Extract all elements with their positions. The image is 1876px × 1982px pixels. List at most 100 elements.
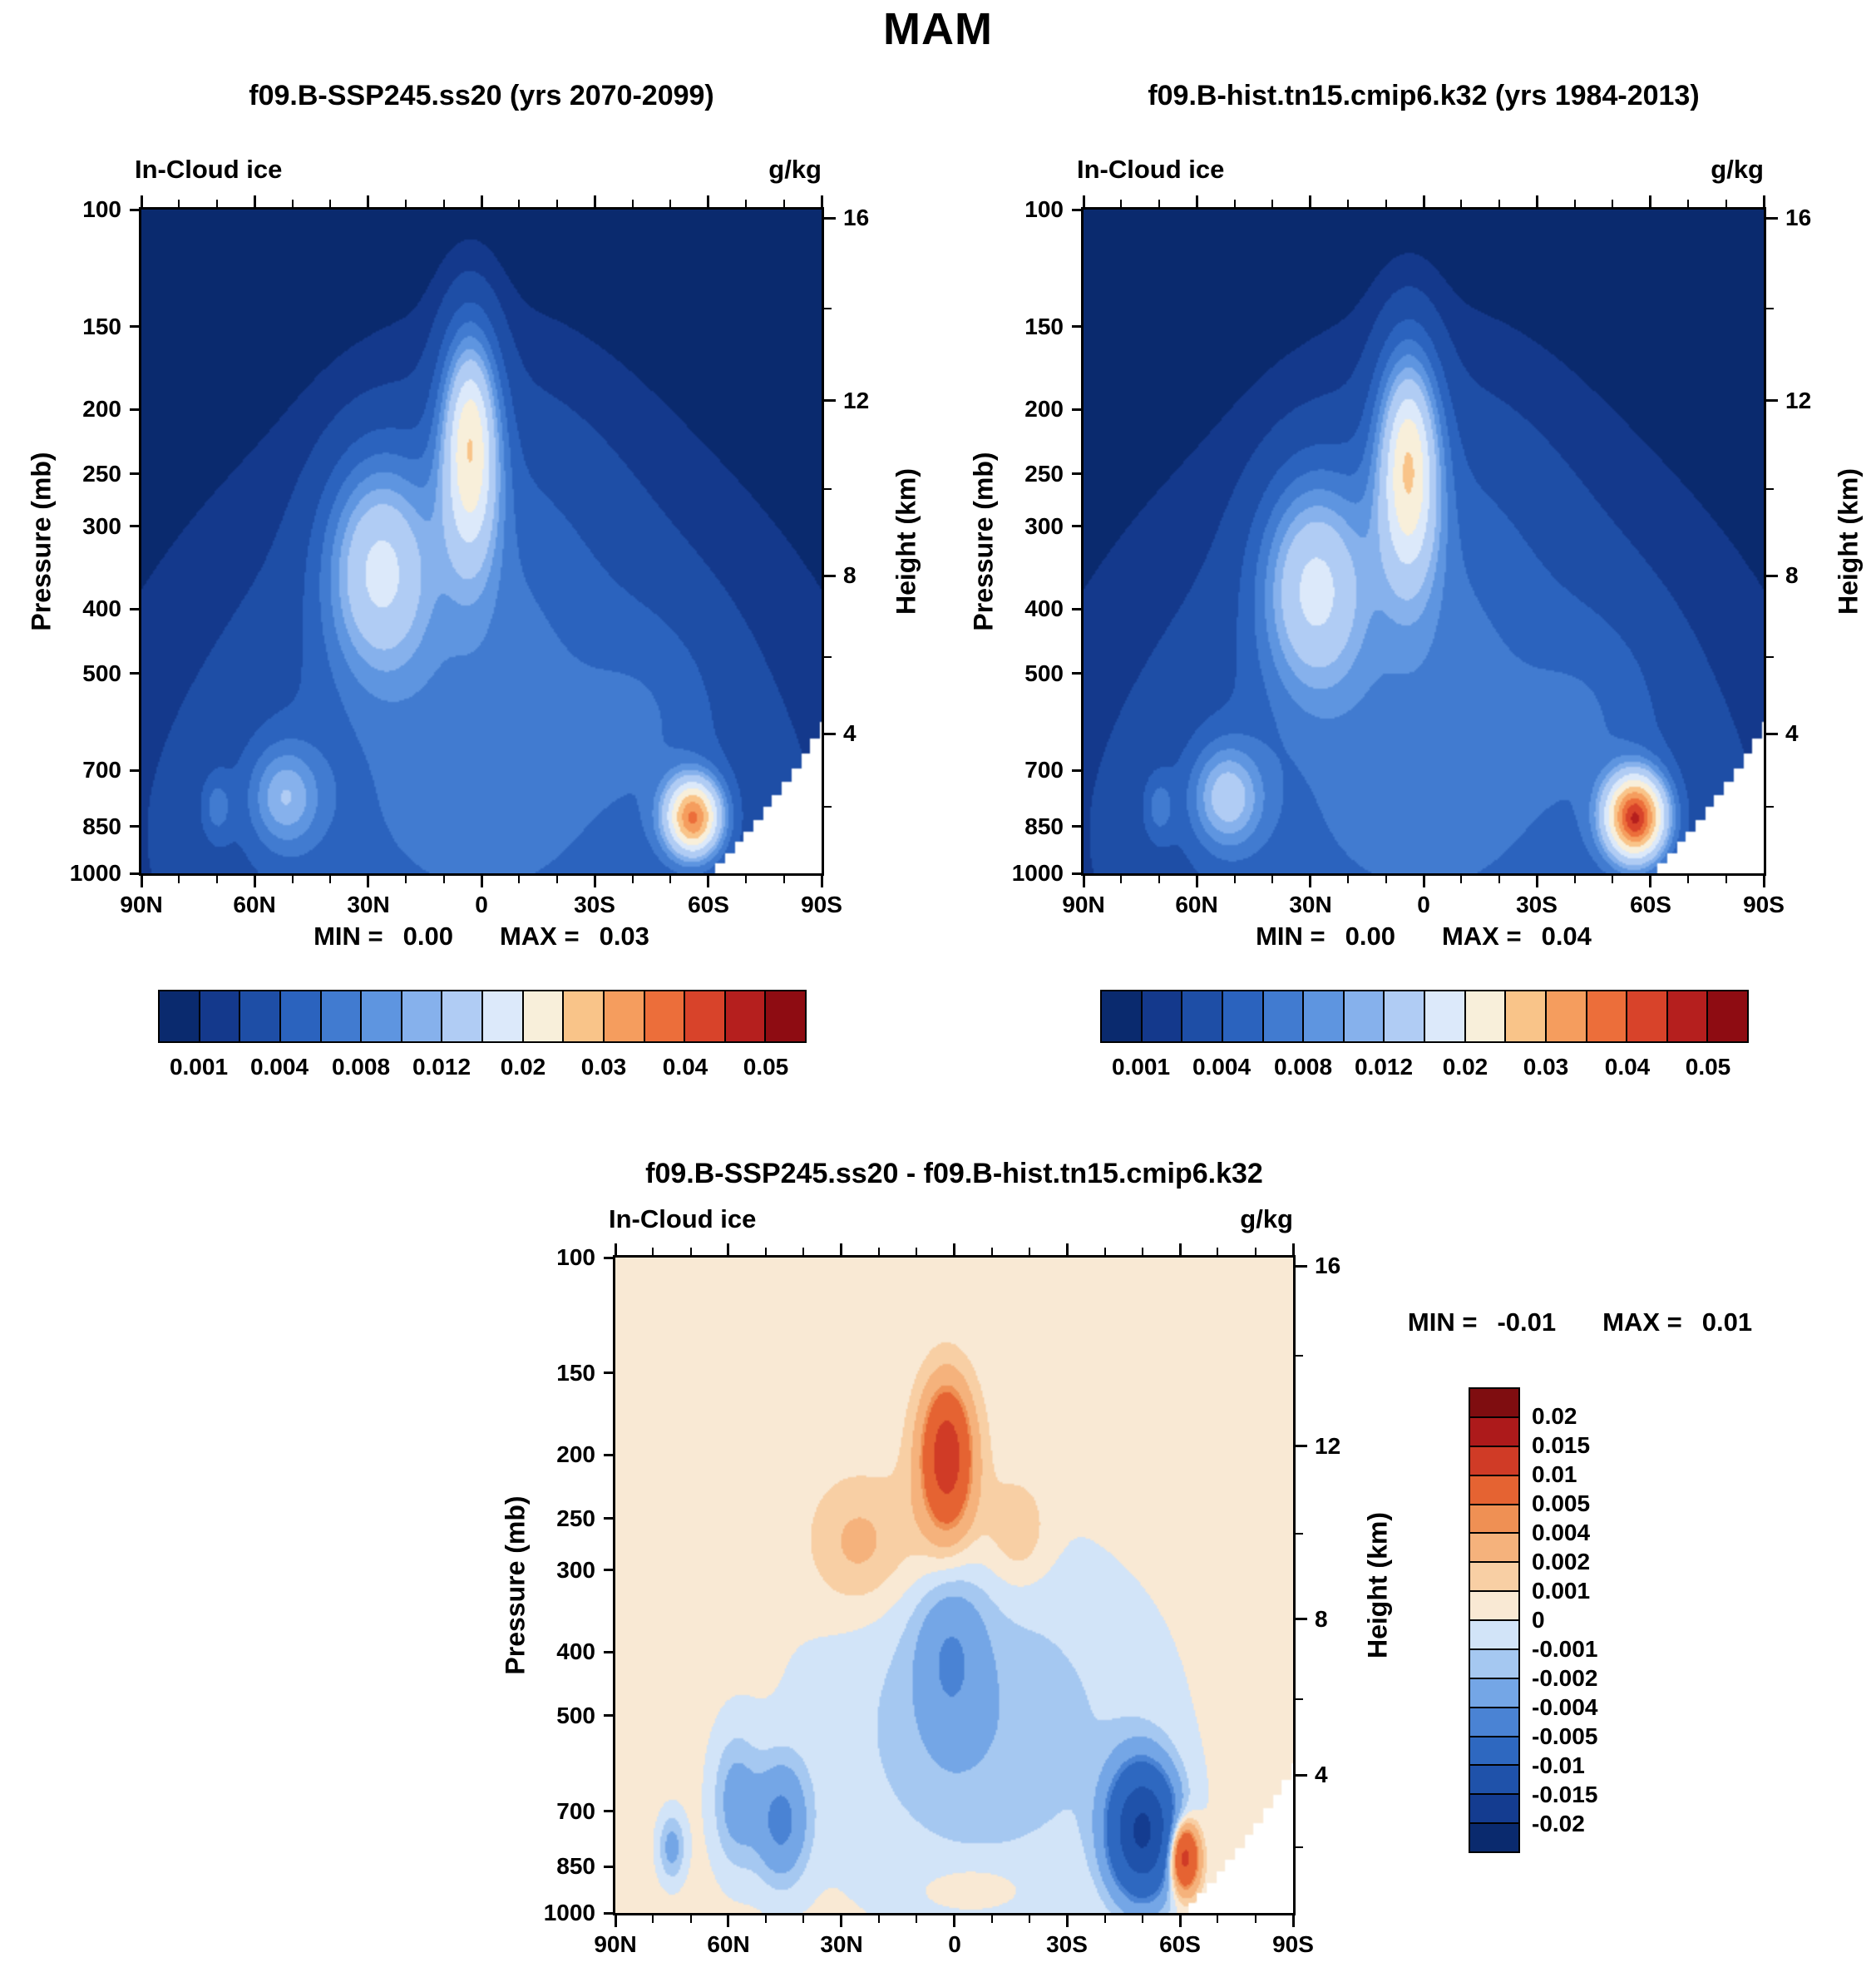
lat-tick [141,876,143,887]
lat-tick [1763,876,1765,887]
colorbar-box [1424,990,1466,1043]
colorbar-box [239,990,281,1043]
lat-tick [594,195,596,207]
lat-tick [1066,1915,1069,1927]
lat-tick [292,200,294,207]
lat-tick [783,876,785,883]
lat-tick-label: 30S [1516,892,1558,917]
colorbar-box [1469,1822,1520,1853]
pressure-tick [604,1569,615,1571]
height-tick-minor [824,488,832,490]
height-tick [1766,575,1778,577]
lat-tick [1217,1915,1218,1923]
lat-tick [216,876,218,883]
pressure-tick [1072,608,1084,610]
pressure-tick-label: 700 [556,1798,595,1824]
max-value: 0.01 [1701,1307,1753,1337]
lat-tick [669,876,671,883]
colorbar-box [481,990,524,1043]
lat-tick-label: 90N [1062,892,1105,917]
height-tick [1766,733,1778,735]
lat-tick [821,195,823,207]
pressure-tick-label: 1000 [1011,860,1064,886]
min-label: MIN = [313,922,383,951]
colorbar-tick-label: 0.04 [662,1054,708,1080]
lat-tick [556,200,558,207]
colorbar-box [1469,1445,1520,1476]
lat-tick [1687,200,1689,207]
contour-canvas-hist [1084,210,1764,873]
lat-tick [1536,195,1538,207]
min-max-readout: MIN = 0.00 MAX = 0.03 [141,922,822,951]
max-value: 0.03 [599,922,649,951]
lat-tick [594,876,596,887]
pressure-tick [130,408,141,411]
height-tick-minor [1766,806,1774,808]
lat-tick [1158,876,1160,883]
height-tick [824,217,836,220]
lat-tick [783,200,785,207]
colorbar-box [1469,1561,1520,1593]
lat-tick [615,1243,617,1255]
pressure-tick-label: 1000 [543,1900,595,1925]
units-label: g/kg [1711,155,1764,184]
lat-tick [1536,876,1538,887]
pressure-tick-label: 1000 [69,860,121,886]
lat-tick-label: 0 [948,1931,961,1957]
lat-tick [669,200,671,207]
colorbar-tick-label: 0.05 [743,1054,789,1080]
colorbar-box [400,990,443,1043]
pressure-tick [604,1651,615,1653]
lat-tick-label: 90N [120,892,163,917]
pressure-tick [130,209,141,211]
max-label: MAX = [499,922,580,951]
colorbar-box [1504,990,1547,1043]
height-tick-label: 12 [843,388,870,413]
lat-tick-label: 90S [1743,892,1785,917]
max-label: MAX = [1602,1307,1682,1337]
units-label: g/kg [768,155,822,184]
colorbar-tick-label: 0.05 [1685,1054,1731,1080]
colorbar-tick-label: 0.012 [1354,1054,1414,1080]
lat-tick [1649,195,1651,207]
lat-tick [254,195,256,207]
y-axis-label-height: Height (km) [1833,468,1864,615]
lat-tick [405,200,407,207]
pressure-tick-label: 300 [82,513,121,539]
min-label: MIN = [1407,1307,1478,1337]
colorbar-box [279,990,322,1043]
height-tick-label: 8 [1315,1606,1328,1632]
lat-tick [1347,876,1349,883]
lat-tick-label: 90S [801,892,842,917]
lat-tick [1083,876,1085,887]
lat-tick [802,1915,804,1923]
pressure-tick-label: 100 [556,1244,595,1270]
colorbar-box [1469,1474,1520,1505]
lat-tick [1385,876,1387,883]
lat-tick [632,200,634,207]
colorbar-box [1469,1793,1520,1825]
min-label: MIN = [1256,922,1326,951]
lat-tick-label: 30N [820,1931,863,1957]
height-tick-label: 4 [1785,720,1799,746]
contour-canvas-difference [615,1258,1293,1913]
pressure-tick [1072,408,1084,411]
lat-tick [1574,200,1576,207]
lat-tick-label: 30N [347,892,390,917]
lat-tick [690,1915,692,1923]
height-tick-minor [1296,1533,1303,1535]
colorbar-box [1383,990,1425,1043]
field-label: In-Cloud ice [609,1204,757,1233]
lat-tick [1498,200,1500,207]
colorbar-box [1221,990,1264,1043]
y-axis-label-height: Height (km) [1362,1512,1393,1658]
lat-tick [745,200,747,207]
lat-tick [216,200,218,207]
lat-tick [690,1248,692,1255]
pressure-tick [130,769,141,772]
lat-tick [1385,200,1387,207]
lat-tick [632,876,634,883]
lat-tick [1612,200,1613,207]
lat-tick [1029,1915,1030,1923]
lat-tick [916,1248,917,1255]
